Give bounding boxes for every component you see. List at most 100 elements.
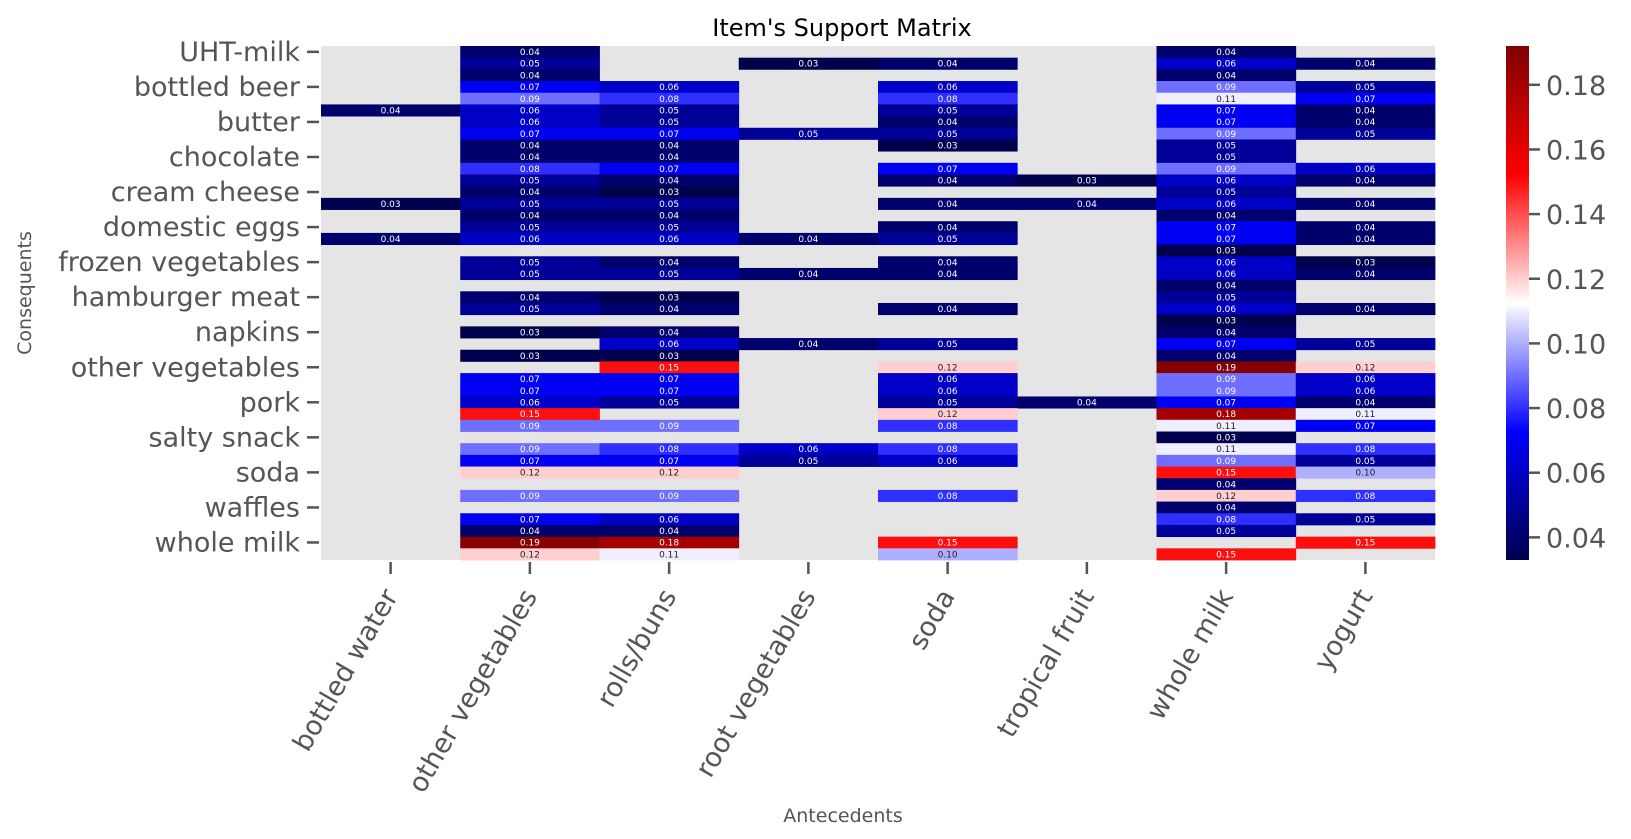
cell-value-label: 0.04 — [1355, 200, 1375, 210]
heatmap-cell — [1295, 489, 1436, 502]
cell-value-label: 0.04 — [520, 188, 540, 198]
x-tick-label: whole milk — [1141, 584, 1241, 726]
x-tick-label: rolls/buns — [591, 584, 683, 713]
colorbar-tick-label: 0.10 — [1546, 329, 1606, 360]
y-tick-label: chocolate — [169, 142, 300, 173]
heatmap-cell — [460, 466, 600, 479]
cell-value-label: 0.10 — [1355, 469, 1375, 479]
heatmap-cell — [1156, 361, 1297, 374]
cell-value-label: 0.04 — [1216, 282, 1236, 292]
cell-value-label: 0.04 — [1355, 270, 1375, 280]
heatmap-cell — [1156, 513, 1297, 526]
heatmap-cell — [460, 548, 600, 561]
heatmap-cell — [738, 338, 879, 351]
cell-value-label: 0.05 — [938, 340, 958, 350]
heatmap-cell — [599, 232, 740, 245]
heatmap-cell — [878, 303, 1018, 316]
cell-value-label: 0.03 — [381, 200, 401, 210]
cell-value-label: 0.06 — [1216, 177, 1236, 187]
heatmap-cell — [1156, 384, 1297, 397]
cell-value-label: 0.05 — [520, 258, 540, 268]
cell-value-label: 0.04 — [1355, 235, 1375, 245]
heatmap-cell — [1017, 197, 1157, 210]
cell-value-label: 0.04 — [1355, 305, 1375, 315]
heatmap-cell — [599, 524, 740, 538]
heatmap-cell — [599, 104, 740, 117]
cell-value-label: 0.08 — [938, 95, 958, 105]
heatmap-cell — [460, 209, 600, 222]
cell-value-label: 0.12 — [659, 469, 679, 479]
cell-value-label: 0.03 — [1355, 258, 1375, 268]
heatmap-cell — [1295, 454, 1436, 467]
cell-value-label: 0.10 — [938, 550, 958, 560]
cell-value-label: 0.09 — [1216, 457, 1236, 467]
cell-value-label: 0.04 — [1216, 480, 1236, 490]
heatmap-cell — [599, 384, 740, 397]
colorbar-tick-label: 0.14 — [1546, 200, 1606, 231]
cell-value-label: 0.08 — [1216, 515, 1236, 525]
heatmap-cell — [460, 232, 600, 245]
heatmap-cell — [460, 69, 600, 82]
cell-value-label: 0.05 — [659, 398, 679, 408]
cell-value-label: 0.03 — [520, 328, 540, 338]
y-tick-label: frozen vegetables — [58, 247, 300, 278]
cell-value-label: 0.06 — [938, 83, 958, 93]
heatmap-cell — [1156, 104, 1297, 117]
y-tick-label: salty snack — [149, 422, 301, 453]
heatmap-cell — [1295, 536, 1436, 549]
heatmap-cell — [460, 326, 600, 339]
heatmap-cell — [599, 92, 740, 105]
cell-value-label: 0.03 — [1216, 317, 1236, 327]
cell-value-label: 0.07 — [1216, 398, 1236, 408]
cell-value-label: 0.12 — [520, 469, 540, 479]
heatmap-cell — [1295, 513, 1436, 526]
heatmap-cell — [460, 197, 600, 210]
cell-value-label: 0.03 — [659, 188, 679, 198]
cell-value-label: 0.07 — [520, 457, 540, 467]
cell-value-label: 0.04 — [938, 200, 958, 210]
heatmap-cell — [1156, 489, 1297, 502]
heatmap-cell — [460, 454, 600, 467]
heatmap-cell — [878, 221, 1018, 234]
y-tick-label: other vegetables — [71, 352, 300, 383]
heatmap-cell — [878, 92, 1018, 105]
cell-value-label: 0.04 — [938, 270, 958, 280]
heatmap-cell — [460, 139, 600, 152]
heatmap-cell — [878, 373, 1018, 386]
heatmap-cell — [1156, 116, 1297, 129]
cell-value-label: 0.04 — [659, 305, 679, 315]
cell-value-label: 0.07 — [659, 165, 679, 175]
cell-value-label: 0.04 — [1355, 223, 1375, 233]
heatmap-cell — [738, 57, 879, 70]
heatmap-cell — [1295, 127, 1436, 140]
heatmap-cell — [1156, 466, 1297, 479]
colorbar-tick-label: 0.18 — [1546, 71, 1606, 102]
heatmap-cell — [1295, 232, 1436, 245]
heatmap-cell — [1156, 431, 1297, 444]
heatmap-cell — [1156, 139, 1297, 152]
cell-value-label: 0.06 — [659, 83, 679, 93]
cell-value-label: 0.09 — [1216, 387, 1236, 397]
cell-value-label: 0.06 — [1216, 60, 1236, 70]
cell-value-label: 0.07 — [659, 457, 679, 467]
heatmap-cell — [1156, 244, 1297, 257]
cell-value-label: 0.04 — [938, 177, 958, 187]
cell-value-label: 0.07 — [520, 83, 540, 93]
cell-value-label: 0.05 — [938, 130, 958, 140]
cell-value-label: 0.04 — [938, 223, 958, 233]
colorbar-tick-label: 0.12 — [1546, 265, 1606, 296]
x-tick-label: root vegetables — [690, 584, 823, 783]
heatmap-cell — [1156, 46, 1297, 59]
heatmap-cell — [878, 489, 1018, 502]
cell-value-label: 0.04 — [798, 340, 818, 350]
heatmap-cell — [1017, 174, 1157, 187]
cell-value-label: 0.08 — [938, 422, 958, 432]
cell-value-label: 0.06 — [1355, 387, 1375, 397]
cell-value-label: 0.08 — [938, 445, 958, 455]
cell-value-label: 0.03 — [520, 352, 540, 362]
heatmap-cell — [1295, 104, 1436, 117]
x-tick-label: yogurt — [1308, 584, 1379, 676]
cell-value-label: 0.04 — [520, 293, 540, 303]
cell-value-label: 0.06 — [1216, 305, 1236, 315]
y-tick-label: cream cheese — [111, 177, 300, 208]
